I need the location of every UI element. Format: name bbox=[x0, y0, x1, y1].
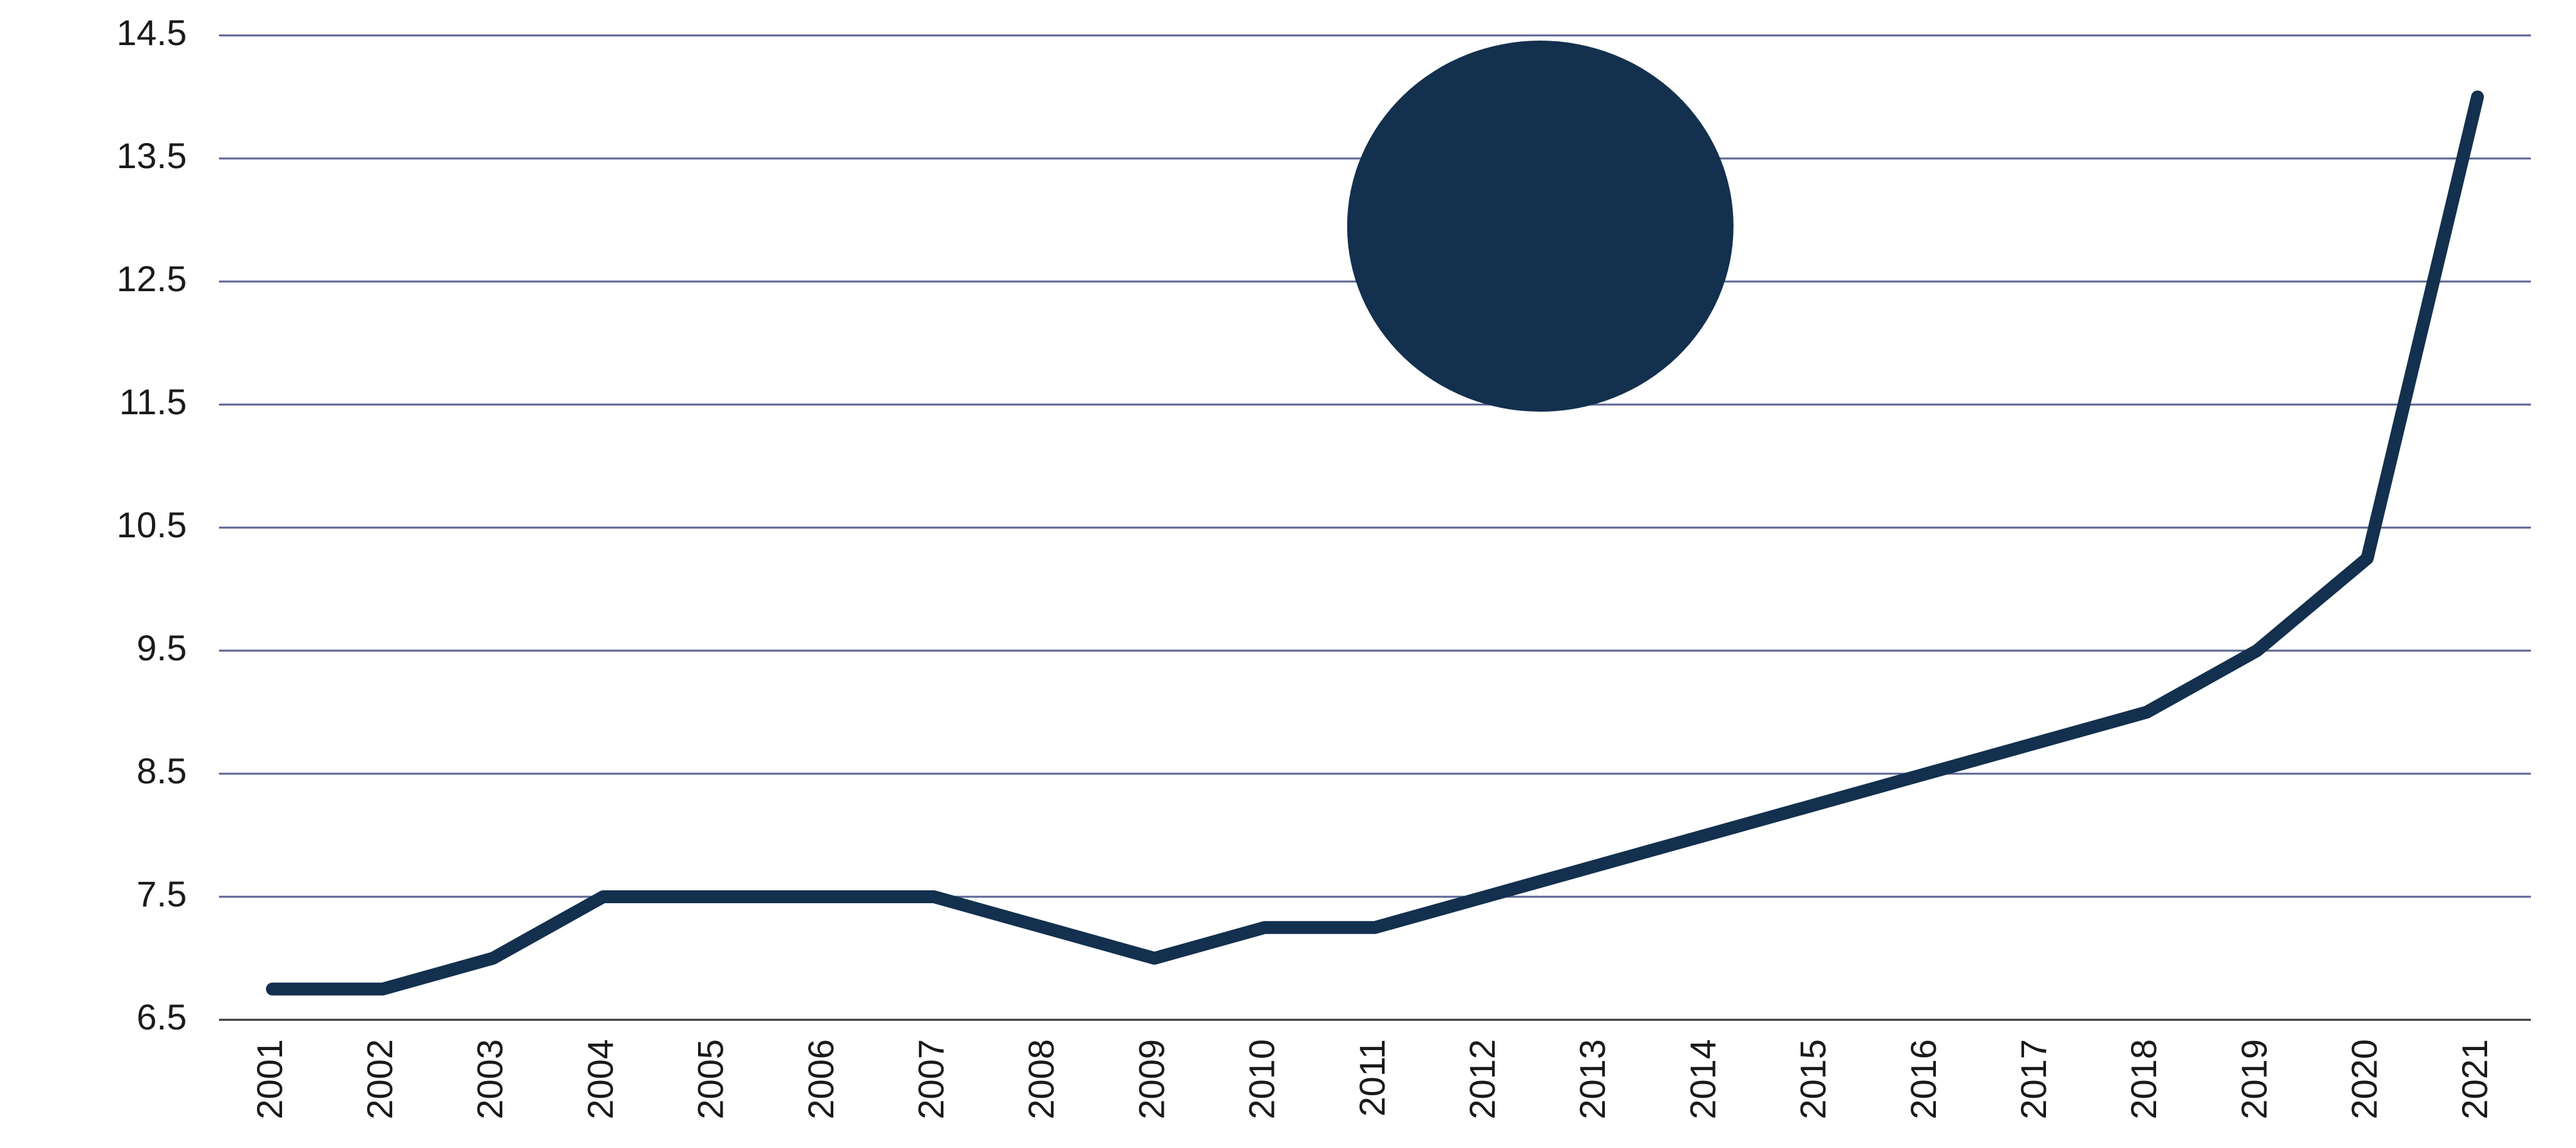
x-tick-label: 2011 bbox=[1352, 1039, 1392, 1116]
y-axis-tick-labels: 6.5 7.5 8.5 9.5 10.5 11.5 12.5 13.5 14.5 bbox=[117, 12, 187, 1037]
x-tick-label: 2002 bbox=[359, 1039, 400, 1120]
x-tick-label: 2019 bbox=[2233, 1039, 2274, 1120]
y-tick-label: 14.5 bbox=[117, 12, 187, 53]
annotations bbox=[1347, 41, 1734, 412]
x-tick-label: 2003 bbox=[469, 1039, 510, 1120]
x-tick-label: 2008 bbox=[1021, 1039, 1061, 1120]
x-tick-label: 2012 bbox=[1462, 1039, 1502, 1120]
x-axis-tick-labels: 2001 2002 2003 2004 2005 2006 2007 2008 2009 2010… bbox=[249, 1039, 2495, 1120]
x-tick-label: 2017 bbox=[2013, 1039, 2054, 1120]
annotation-ellipse bbox=[1347, 41, 1734, 412]
x-tick-label: 2006 bbox=[800, 1039, 841, 1120]
y-tick-label: 7.5 bbox=[137, 874, 187, 914]
y-tick-label: 9.5 bbox=[137, 627, 187, 668]
series-lines bbox=[266, 90, 2484, 996]
x-tick-label: 2013 bbox=[1572, 1039, 1613, 1120]
x-tick-label: 2010 bbox=[1242, 1039, 1282, 1120]
x-tick-label: 2009 bbox=[1131, 1039, 1171, 1120]
y-tick-label: 10.5 bbox=[117, 504, 187, 545]
x-tick-label: 2020 bbox=[2344, 1039, 2385, 1120]
y-tick-label: 8.5 bbox=[137, 751, 187, 791]
x-tick-label: 2016 bbox=[1903, 1039, 1944, 1120]
x-tick-label: 2007 bbox=[911, 1039, 951, 1120]
y-tick-label: 11.5 bbox=[119, 381, 187, 422]
series-line bbox=[266, 90, 2484, 996]
x-tick-label: 2014 bbox=[1682, 1039, 1723, 1120]
x-tick-label: 2004 bbox=[580, 1039, 620, 1120]
x-tick-label: 2015 bbox=[1793, 1039, 1833, 1120]
x-tick-label: 2001 bbox=[249, 1039, 290, 1120]
x-tick-label: 2021 bbox=[2454, 1039, 2495, 1120]
y-tick-label: 6.5 bbox=[137, 997, 187, 1037]
y-tick-label: 13.5 bbox=[117, 135, 187, 176]
x-tick-label: 2018 bbox=[2123, 1039, 2164, 1120]
x-tick-label: 2005 bbox=[690, 1039, 731, 1120]
y-tick-label: 12.5 bbox=[117, 258, 187, 299]
